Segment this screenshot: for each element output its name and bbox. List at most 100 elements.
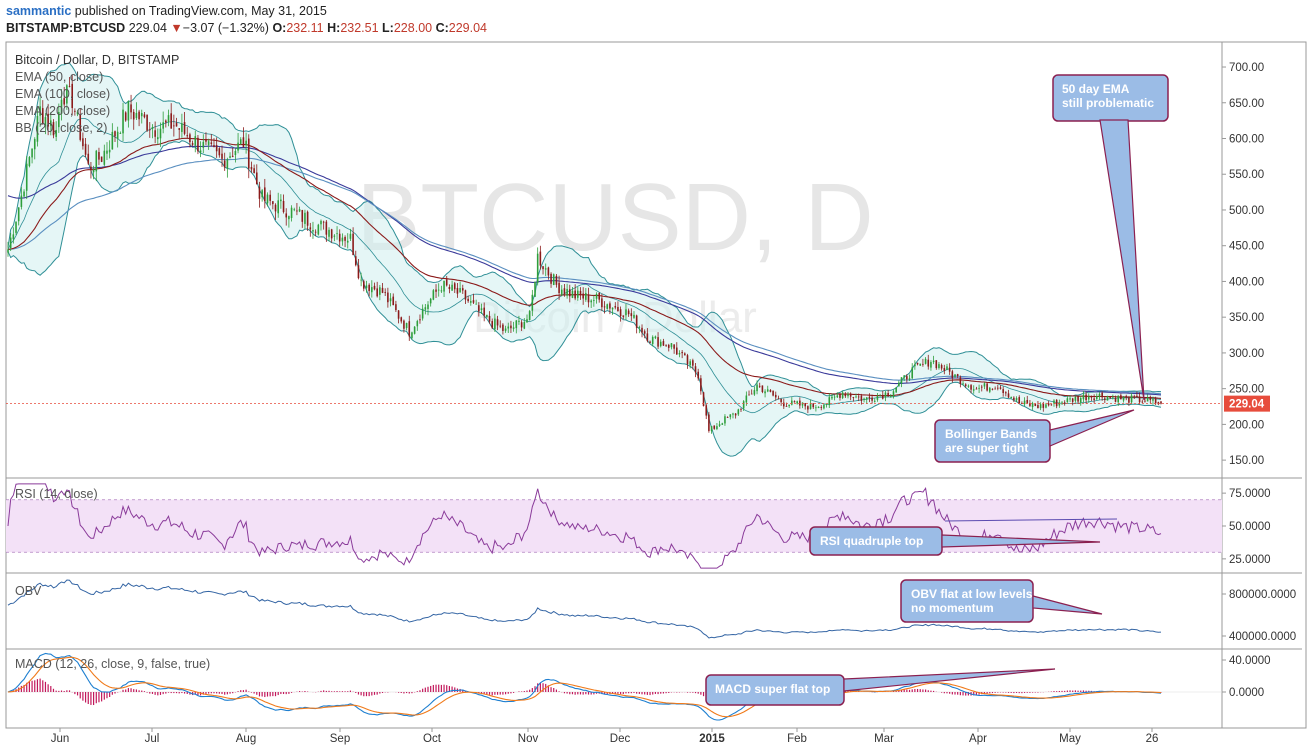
- candle-body: [855, 396, 857, 398]
- macd-tick-label: 40.0000: [1229, 655, 1271, 667]
- candle-body: [31, 148, 33, 158]
- candle-body: [911, 367, 914, 379]
- candle-body: [108, 149, 111, 153]
- low-value: 228.00: [393, 21, 433, 35]
- candle-body: [293, 209, 296, 211]
- candle-body: [87, 153, 90, 164]
- candle-body: [1095, 396, 1098, 399]
- candle-body: [258, 186, 261, 199]
- bb-basis-line: [7, 117, 1162, 414]
- candle-body: [1063, 402, 1066, 404]
- open-value: 232.11: [286, 21, 324, 35]
- candle-body: [1023, 400, 1026, 405]
- candle-body: [879, 395, 881, 397]
- candle-body: [389, 298, 392, 302]
- candle-body: [841, 392, 844, 399]
- candle-body: [718, 424, 721, 426]
- candle-body: [510, 325, 512, 329]
- candle-body: [92, 169, 95, 173]
- candle-body: [464, 290, 467, 300]
- candle-body: [611, 307, 614, 310]
- candle-body: [1039, 404, 1042, 409]
- price-tick-label: 450.00: [1229, 241, 1264, 253]
- candle-body: [215, 145, 218, 152]
- candle-body: [970, 385, 972, 390]
- candle-body: [745, 395, 748, 403]
- candle-body: [598, 292, 601, 300]
- candle-body: [63, 98, 65, 105]
- open-label: O:: [272, 21, 287, 35]
- candle-body: [788, 404, 790, 407]
- candle-body: [823, 404, 825, 409]
- candle-body: [17, 207, 20, 222]
- candle-body: [178, 128, 181, 130]
- price-tick-label: 250.00: [1229, 384, 1264, 396]
- legend-ema50[interactable]: EMA (50, close): [15, 70, 104, 84]
- candle-body: [309, 227, 312, 230]
- candle-body: [804, 403, 807, 407]
- callout-macd-pointer: [843, 668, 1056, 692]
- candle-body: [999, 387, 1002, 389]
- candle-body: [159, 128, 162, 139]
- candle-body: [328, 229, 330, 237]
- candle-body: [1120, 395, 1122, 400]
- candle-body: [25, 163, 28, 191]
- candle-body: [881, 394, 884, 399]
- legend-ema200[interactable]: EMA (200, close): [15, 104, 111, 118]
- last-price-badge: [1224, 395, 1270, 412]
- candle-body: [633, 314, 635, 318]
- callout-obv-text: OBV flat at low levels no momentum: [911, 587, 1032, 615]
- candle-body: [833, 396, 836, 398]
- candle-body: [991, 388, 994, 390]
- candle-body: [154, 130, 156, 137]
- price-tick-label: 300.00: [1229, 348, 1264, 360]
- candle-body: [571, 290, 574, 298]
- candle-body: [528, 311, 531, 321]
- candle-body: [181, 123, 183, 132]
- candle-body: [322, 221, 325, 223]
- candle-body: [285, 213, 288, 218]
- legend-macd[interactable]: MACD (12, 26, close, 9, false, true): [15, 657, 211, 671]
- callout-ema-line2: still problematic: [1062, 96, 1155, 110]
- candle-body: [1128, 397, 1130, 403]
- x-tick-label: Feb: [787, 733, 807, 745]
- candle-body: [95, 150, 98, 172]
- candle-body: [237, 142, 239, 151]
- callout-ema-line1: 50 day EMA: [1062, 82, 1130, 96]
- legend-ema100[interactable]: EMA (100, close): [15, 87, 111, 101]
- candle-body: [1154, 398, 1157, 404]
- candle-body: [362, 281, 365, 289]
- legend-bb[interactable]: BB (20, close, 2): [15, 121, 108, 135]
- legend-rsi[interactable]: RSI (14, close): [15, 487, 98, 501]
- candle-body: [796, 401, 798, 404]
- candle-body: [1018, 397, 1021, 404]
- ema100-line: [7, 157, 1162, 395]
- legend-obv[interactable]: OBV: [15, 584, 42, 598]
- candle-body: [119, 133, 122, 134]
- x-tick-label: 26: [1146, 733, 1159, 745]
- candle-body: [173, 125, 175, 127]
- candle-body: [1112, 396, 1114, 398]
- candle-body: [924, 358, 927, 364]
- candle-body: [539, 251, 542, 266]
- author-link[interactable]: sammantic: [6, 4, 72, 18]
- price-tick-label: 700.00: [1229, 62, 1264, 74]
- candle-body: [138, 111, 140, 120]
- candle-body: [769, 389, 772, 392]
- candle-body: [453, 283, 456, 290]
- candle-body: [964, 384, 967, 387]
- candle-body: [165, 120, 167, 123]
- candle-body: [15, 221, 17, 233]
- candle-body: [1109, 397, 1111, 398]
- candle-body: [440, 290, 443, 292]
- candle-body: [312, 230, 314, 232]
- candle-body: [890, 395, 892, 397]
- candle-body: [997, 387, 999, 389]
- candle-body: [1015, 398, 1018, 401]
- candle-body: [1047, 403, 1050, 406]
- candle-body: [809, 403, 812, 410]
- candle-body: [416, 321, 419, 327]
- callout-rsi-pointer: [941, 534, 1101, 548]
- candle-body: [282, 200, 285, 213]
